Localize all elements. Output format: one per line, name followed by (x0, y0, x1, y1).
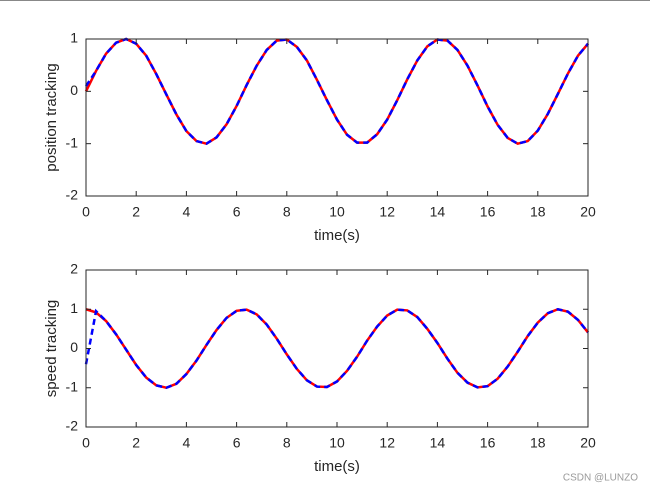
y-tick-label: -2 (66, 187, 79, 203)
x-tick-label: 6 (233, 204, 241, 220)
x-tick-label: 20 (580, 204, 596, 220)
x-tick-label: 2 (132, 435, 140, 451)
x-tick-label: 14 (430, 435, 446, 451)
y-tick-label: -2 (66, 418, 79, 434)
data-line (84, 307, 589, 390)
y-tick-label: 0 (70, 339, 78, 355)
x-tick-label: 12 (379, 204, 395, 220)
y-tick-label: -1 (66, 134, 79, 150)
x-tick-label: 6 (233, 435, 241, 451)
x-tick-label: 0 (82, 204, 90, 220)
x-tick-label: 4 (183, 435, 191, 451)
x-tick-label: 8 (283, 435, 291, 451)
y-tick-label: 2 (70, 261, 78, 277)
x-tick-label: 12 (379, 435, 395, 451)
x-tick-label: 16 (480, 435, 496, 451)
watermark: CSDN @LUNZO (563, 473, 638, 484)
x-axis-title: time(s) (314, 458, 360, 475)
data-line (84, 37, 589, 146)
y-tick-label: 1 (70, 300, 78, 316)
x-tick-label: 10 (329, 435, 345, 451)
x-tick-label: 0 (82, 435, 90, 451)
x-axis-title: time(s) (314, 227, 360, 244)
x-tick-label: 18 (530, 204, 546, 220)
x-tick-label: 4 (183, 204, 191, 220)
x-tick-label: 10 (329, 204, 345, 220)
x-tick-label: 16 (480, 204, 496, 220)
y-axis-title: position tracking (43, 63, 60, 171)
x-tick-label: 2 (132, 204, 140, 220)
x-tick-label: 8 (283, 204, 291, 220)
x-tick-label: 20 (580, 435, 596, 451)
y-tick-label: 1 (70, 30, 78, 46)
y-tick-label: -1 (66, 378, 79, 394)
x-tick-label: 18 (530, 435, 546, 451)
y-axis-title: speed tracking (43, 300, 60, 398)
x-tick-label: 14 (430, 204, 446, 220)
y-tick-label: 0 (70, 82, 78, 98)
